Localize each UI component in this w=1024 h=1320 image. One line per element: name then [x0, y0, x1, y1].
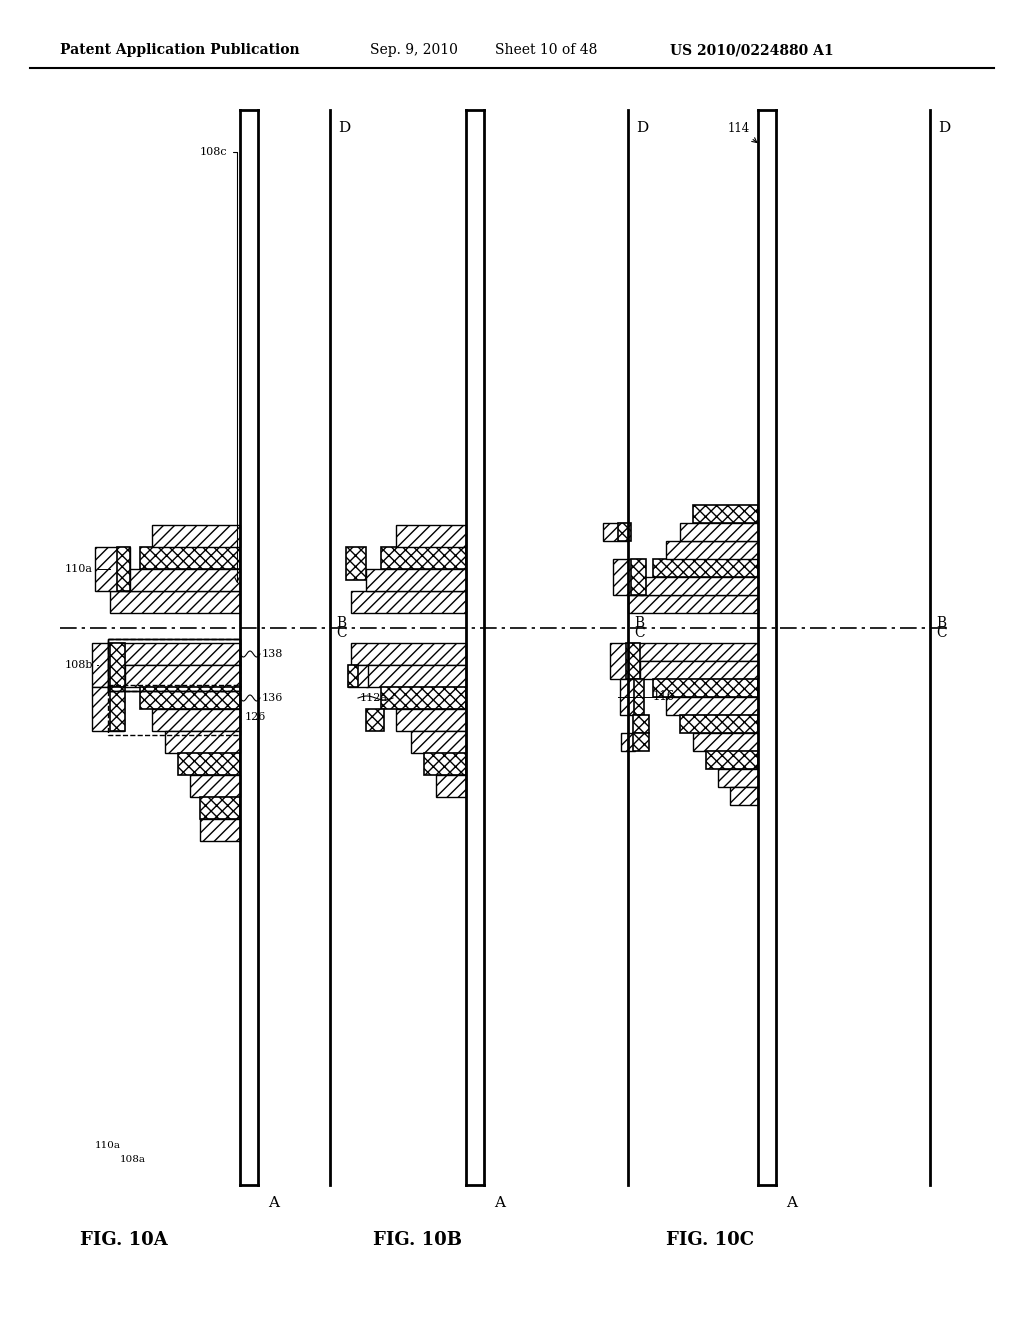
Bar [346, 546, 366, 579]
Bar [634, 678, 644, 715]
Bar [381, 546, 466, 569]
Bar [110, 643, 240, 665]
Text: 110a: 110a [65, 564, 93, 574]
Bar [108, 685, 240, 735]
Bar [633, 715, 649, 733]
Text: C: C [336, 626, 347, 640]
Text: C: C [936, 626, 946, 640]
Text: 114: 114 [728, 121, 757, 143]
Bar [396, 709, 466, 731]
Bar [653, 678, 758, 697]
Bar [633, 733, 649, 751]
Text: D: D [938, 121, 950, 135]
Bar [693, 506, 758, 523]
Bar [117, 546, 130, 591]
Bar [640, 577, 758, 595]
Bar [200, 797, 240, 818]
Text: 112a: 112a [360, 693, 388, 704]
Text: B: B [936, 616, 946, 630]
Bar [125, 665, 240, 686]
Bar [348, 665, 368, 686]
Text: B: B [336, 616, 346, 630]
Bar [110, 686, 125, 731]
Bar [666, 541, 758, 558]
Bar [693, 733, 758, 751]
Bar [200, 818, 240, 841]
Bar [125, 569, 240, 591]
Bar [178, 752, 240, 775]
Text: 136: 136 [262, 693, 284, 704]
Bar [110, 591, 240, 612]
Text: D: D [636, 121, 648, 135]
Text: A: A [268, 1196, 279, 1210]
Bar [603, 523, 628, 541]
Bar [628, 643, 758, 661]
Bar [108, 639, 240, 690]
Bar [108, 639, 240, 690]
Bar [348, 665, 358, 686]
Text: D: D [338, 121, 350, 135]
Text: 108a: 108a [120, 1155, 146, 1164]
Text: A: A [786, 1196, 797, 1210]
Text: FIG. 10B: FIG. 10B [373, 1232, 462, 1249]
Bar [110, 643, 125, 686]
Text: 116: 116 [653, 690, 675, 704]
Bar [680, 523, 758, 541]
Text: US 2010/0224880 A1: US 2010/0224880 A1 [670, 44, 834, 57]
Bar [620, 678, 642, 715]
Text: 126: 126 [245, 711, 266, 722]
Bar [351, 591, 466, 612]
Bar [626, 643, 640, 678]
Bar [92, 643, 124, 686]
Bar [411, 731, 466, 752]
Text: FIG. 10C: FIG. 10C [666, 1232, 754, 1249]
Bar [95, 546, 130, 591]
Bar [396, 525, 466, 546]
Bar [165, 731, 240, 752]
Bar [628, 595, 758, 612]
Bar [640, 661, 758, 678]
Text: B: B [634, 616, 644, 630]
Bar [621, 733, 635, 751]
Bar [366, 665, 466, 686]
Bar [706, 751, 758, 770]
Bar [653, 558, 758, 577]
Bar [92, 686, 124, 731]
Bar [140, 546, 240, 569]
Bar [152, 525, 240, 546]
Text: A: A [494, 1196, 505, 1210]
Bar [152, 709, 240, 731]
Text: FIG. 10A: FIG. 10A [80, 1232, 168, 1249]
Bar [613, 558, 643, 595]
Bar [610, 643, 638, 678]
Text: 108c: 108c [200, 147, 240, 582]
Bar [618, 523, 631, 541]
Bar [381, 686, 466, 709]
Bar [140, 686, 240, 709]
Bar [680, 715, 758, 733]
Bar [108, 639, 240, 690]
Text: Sheet 10 of 48: Sheet 10 of 48 [495, 44, 597, 57]
Bar [730, 787, 758, 805]
Bar [190, 775, 240, 797]
Bar [436, 775, 466, 797]
Bar [666, 697, 758, 715]
Text: C: C [634, 626, 645, 640]
Text: 110a: 110a [95, 1140, 121, 1150]
Text: 138: 138 [262, 649, 284, 659]
Bar [366, 569, 466, 591]
Text: 108b: 108b [65, 660, 93, 671]
Text: Patent Application Publication: Patent Application Publication [60, 44, 300, 57]
Bar [718, 770, 758, 787]
Bar [351, 643, 466, 665]
Bar [366, 709, 384, 731]
Bar [424, 752, 466, 775]
Bar [631, 558, 646, 595]
Text: Sep. 9, 2010: Sep. 9, 2010 [370, 44, 458, 57]
